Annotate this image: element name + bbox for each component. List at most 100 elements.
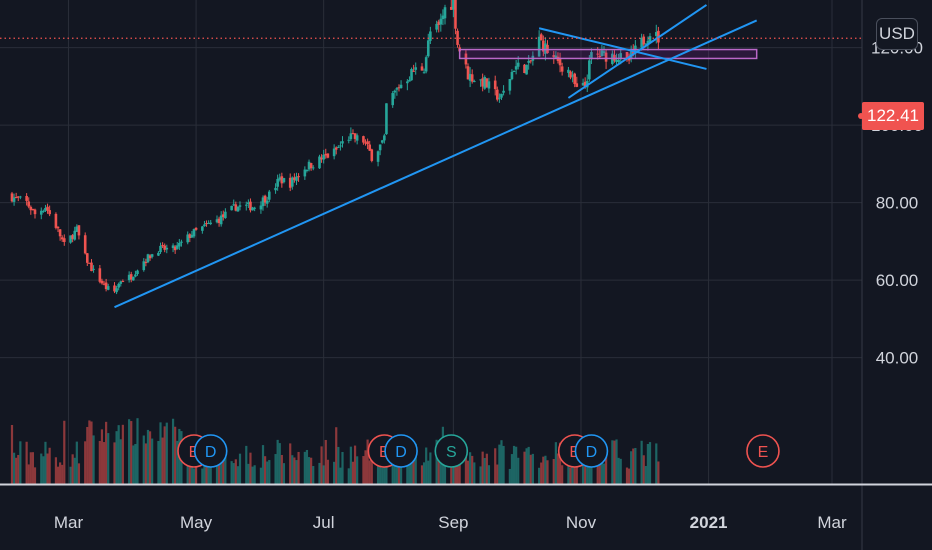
candle-body xyxy=(380,140,384,143)
volume-bar xyxy=(10,424,14,484)
volume-bar xyxy=(148,431,152,484)
candle-body xyxy=(16,196,20,198)
volume-bar xyxy=(54,457,58,484)
candle-body xyxy=(318,156,321,169)
candle-body xyxy=(487,81,491,89)
volume-bar xyxy=(554,442,557,484)
volume-bar xyxy=(427,460,430,484)
volume-bar xyxy=(113,442,116,484)
candle-body xyxy=(544,43,547,54)
candle-body xyxy=(527,60,530,63)
candle-body xyxy=(290,177,294,187)
candle-body xyxy=(90,262,93,272)
candle-body xyxy=(253,207,256,209)
candle-body xyxy=(485,78,489,87)
candle-body xyxy=(58,229,62,237)
volume-bar xyxy=(617,457,620,484)
dividend-event-marker[interactable]: D xyxy=(384,434,418,468)
volume-bar xyxy=(634,447,637,484)
volume-bar xyxy=(542,456,545,484)
candle-body xyxy=(339,145,342,147)
volume-bar xyxy=(75,441,78,484)
candle-body xyxy=(539,34,543,41)
volume-bar xyxy=(596,462,599,484)
volume-bar xyxy=(142,435,145,484)
candle-body xyxy=(293,177,296,180)
candle-body xyxy=(259,205,263,210)
dividend-event-marker[interactable]: D xyxy=(574,434,609,468)
candle-body xyxy=(644,43,648,45)
candle-body xyxy=(654,32,658,36)
volume-bar xyxy=(310,457,313,484)
volume-bar xyxy=(128,419,131,484)
y-tick-label: 60.00 xyxy=(876,271,919,290)
volume-bar xyxy=(29,452,32,484)
candle-body xyxy=(165,247,169,250)
volume-bar xyxy=(642,455,645,484)
volume-bar xyxy=(119,439,122,484)
dividend-event-marker[interactable]: D xyxy=(193,434,228,468)
volume-bar xyxy=(207,467,210,484)
candle-body xyxy=(305,169,309,171)
candle-body xyxy=(217,218,221,223)
volume-bar xyxy=(176,440,179,484)
candle-body xyxy=(355,135,359,141)
candle-body xyxy=(441,15,445,20)
volume-bar xyxy=(105,421,108,484)
volume-bar xyxy=(422,462,426,484)
volume-bar xyxy=(238,453,242,484)
candle-body xyxy=(238,205,242,207)
volume-bar xyxy=(253,465,256,484)
x-tick-label: Mar xyxy=(817,513,847,532)
candle-body xyxy=(470,74,474,82)
candle-body xyxy=(85,253,89,263)
volume-bar xyxy=(224,453,227,484)
split-event-marker[interactable]: S xyxy=(434,434,469,468)
volume-bar xyxy=(425,447,428,484)
volume-bar xyxy=(644,465,647,484)
candle-body xyxy=(500,93,503,98)
volume-bar xyxy=(115,431,118,484)
candle-body xyxy=(322,154,325,160)
candle-body xyxy=(567,69,570,73)
candle-body xyxy=(203,224,206,227)
volume-bar xyxy=(161,437,164,484)
last-price-marker xyxy=(858,113,864,119)
volume-bar xyxy=(312,466,315,484)
volume-bar xyxy=(71,454,74,484)
x-tick-label: 2021 xyxy=(690,513,728,532)
candle-body xyxy=(426,40,430,57)
volume-bar xyxy=(291,455,294,484)
volume-bar xyxy=(322,465,325,484)
volume-bar xyxy=(268,460,271,484)
volume-bar xyxy=(581,453,585,484)
volume-bar xyxy=(107,433,110,484)
volume-bar xyxy=(575,465,578,484)
candle-body xyxy=(60,237,64,240)
dividend-event-label: D xyxy=(586,444,598,461)
last-price-label: 122.41 xyxy=(862,102,924,130)
candle-body xyxy=(420,66,424,71)
volume-bar xyxy=(366,439,369,484)
candle-body xyxy=(600,50,604,57)
candle-body xyxy=(569,71,572,78)
candle-body xyxy=(443,7,447,19)
volume-bar xyxy=(73,457,76,484)
earnings-event-label: E xyxy=(758,444,769,461)
candle-body xyxy=(383,135,386,141)
candle-body xyxy=(378,144,382,151)
volume-bar xyxy=(266,461,269,484)
currency-button[interactable]: USD xyxy=(876,18,918,50)
candle-body xyxy=(163,245,166,250)
volume-bar xyxy=(368,460,371,484)
candle-body xyxy=(150,254,154,257)
candle-body xyxy=(209,222,213,224)
earnings-event-marker[interactable]: E xyxy=(746,434,780,468)
candle-body xyxy=(514,66,518,70)
candle-body xyxy=(192,229,196,237)
volume-bar xyxy=(69,466,72,484)
candle-body xyxy=(42,210,45,212)
candle-body xyxy=(295,176,298,181)
candle-body xyxy=(88,262,91,264)
